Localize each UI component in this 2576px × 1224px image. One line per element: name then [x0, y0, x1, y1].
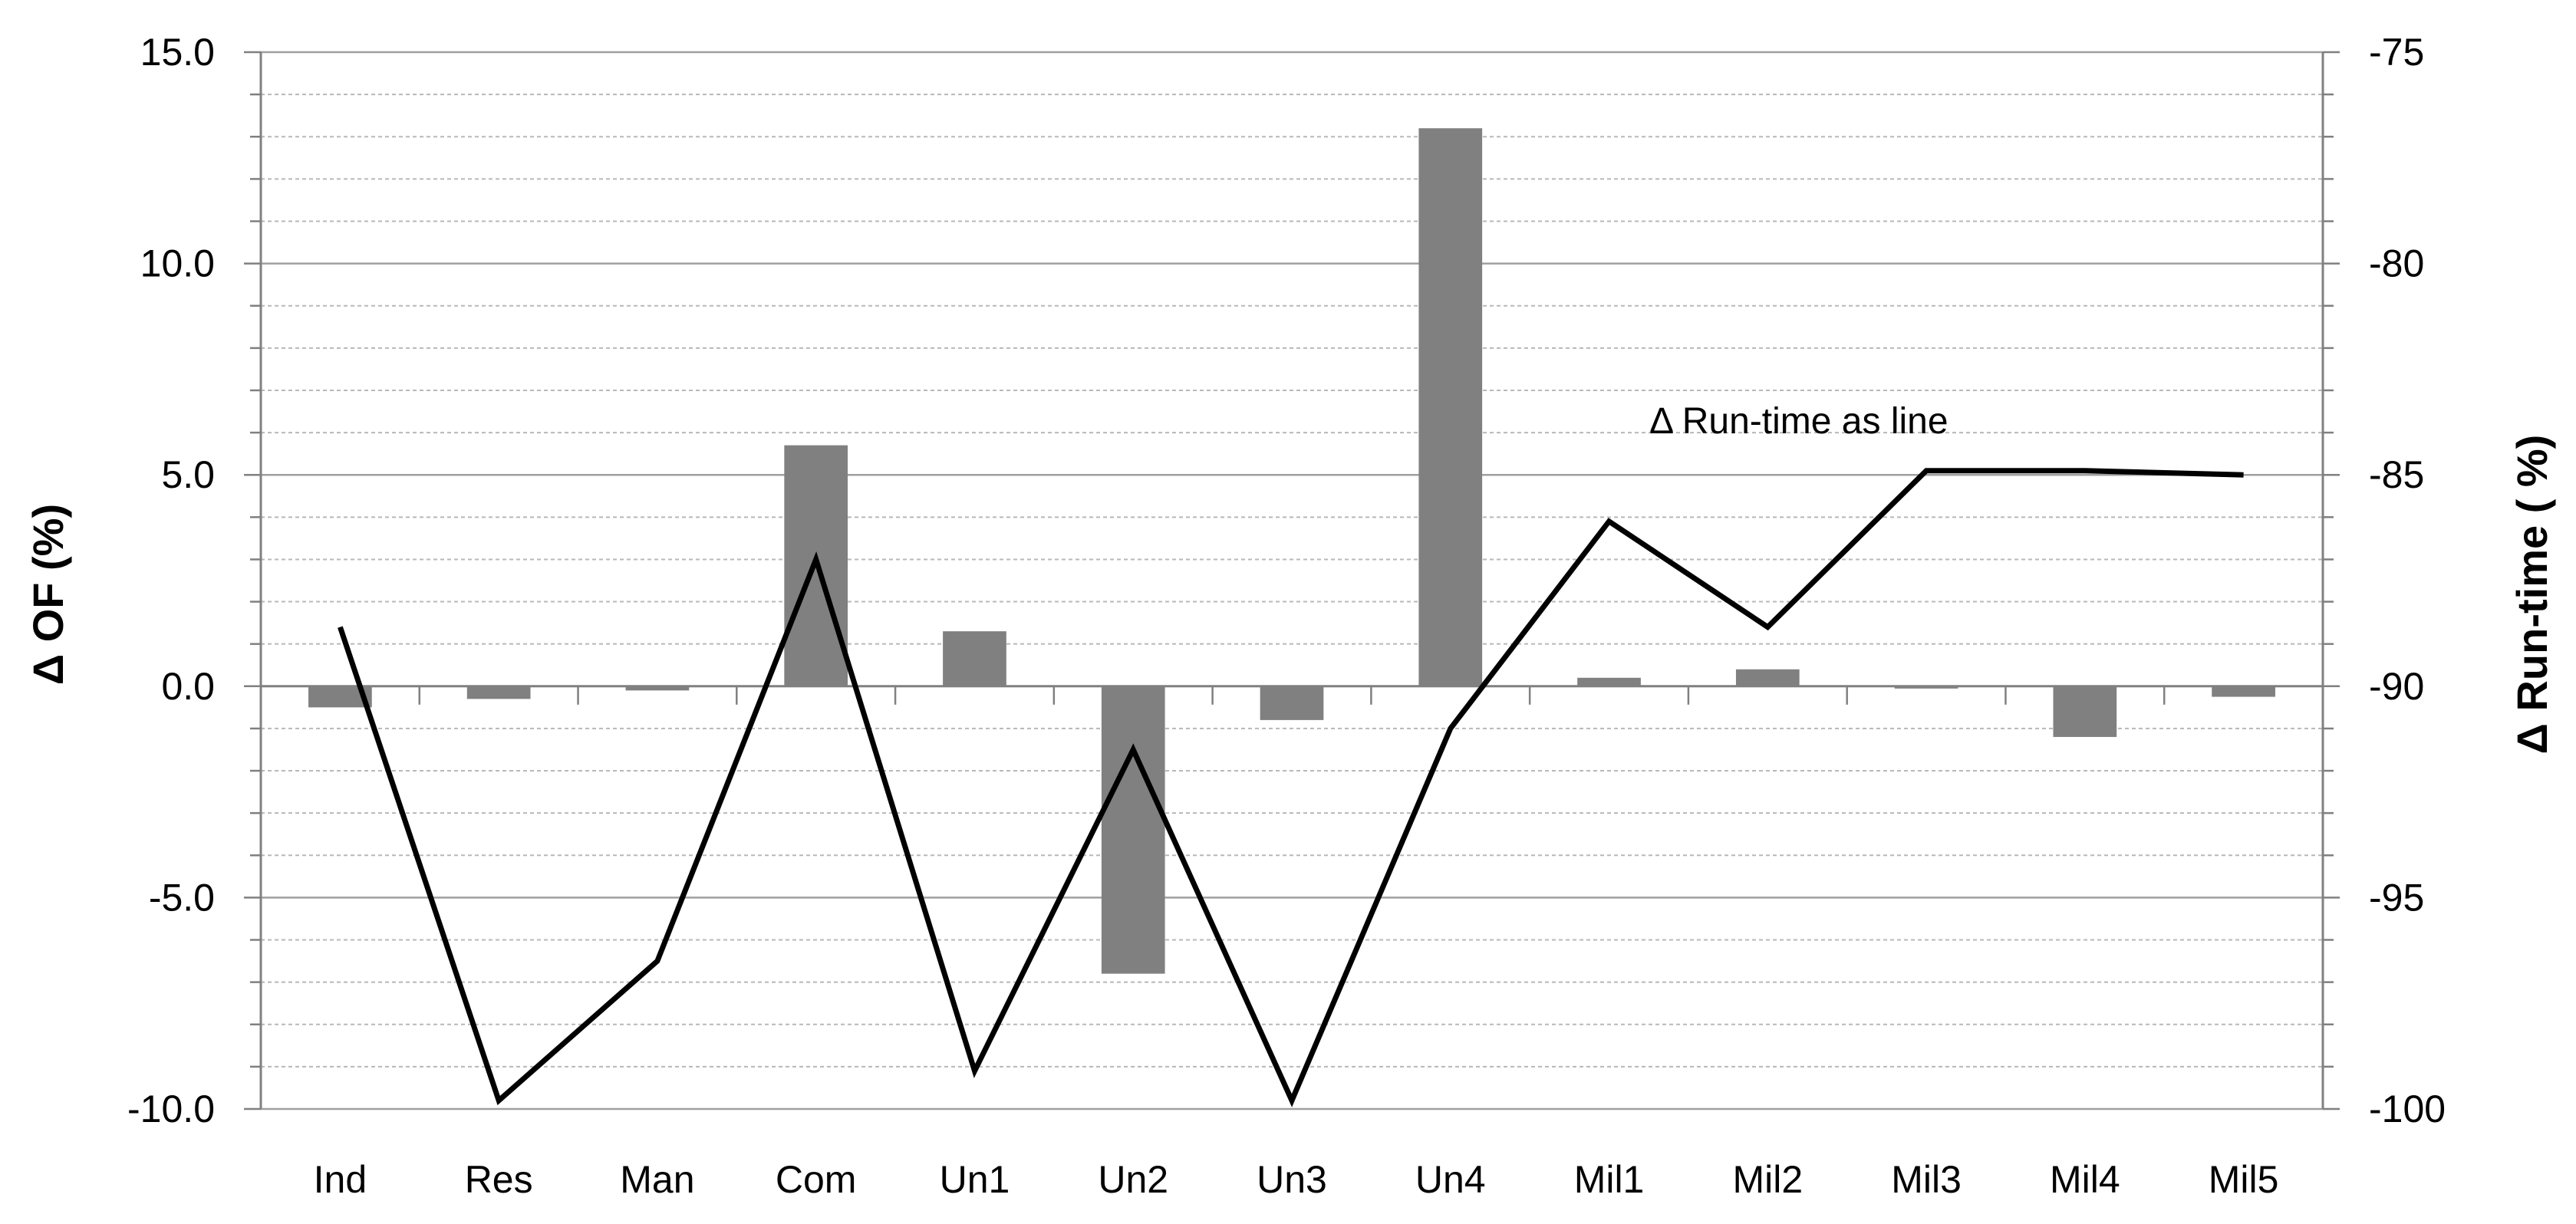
y-tick-label: 5.0: [161, 453, 215, 496]
y2-axis-title: Δ Run-time ( %): [2508, 435, 2556, 755]
x-tick-label-res: Res: [465, 1158, 533, 1201]
x-tick-label-ind: Ind: [314, 1158, 367, 1201]
y2-tick-label: -90: [2369, 665, 2424, 708]
y-tick-label: 0.0: [161, 665, 215, 708]
bar-mil2: [1735, 669, 1800, 686]
x-tick-label-com: Com: [776, 1158, 857, 1201]
bar-un2: [1101, 686, 1165, 974]
axes: [244, 51, 2340, 1110]
bar-res: [466, 686, 531, 699]
y-tick-label: 15.0: [140, 31, 215, 74]
gridlines: [261, 51, 2323, 1110]
x-tick-label-mil2: Mil2: [1732, 1158, 1803, 1201]
x-tick-label-man: Man: [620, 1158, 694, 1201]
run-time-line: [338, 468, 2244, 1107]
x-tick-label-un4: Un4: [1415, 1158, 1486, 1201]
y2-tick-label: -85: [2369, 453, 2424, 496]
bar-un3: [1260, 686, 1324, 720]
y2-tick-label: -95: [2369, 876, 2424, 919]
bar-un4: [1418, 128, 1483, 686]
y-tick-label: -10.0: [127, 1087, 215, 1130]
y-tick-label: -5.0: [149, 876, 215, 919]
x-tick-label-un2: Un2: [1098, 1158, 1168, 1201]
bar-mil1: [1577, 677, 1641, 686]
x-tick-label-mil1: Mil1: [1574, 1158, 1645, 1201]
y2-tick-label: -75: [2369, 31, 2424, 74]
x-tick-label-mil4: Mil4: [2050, 1158, 2120, 1201]
y-axis-title: Δ OF (%): [24, 504, 72, 685]
x-tick-label-un1: Un1: [940, 1158, 1010, 1201]
tick-labels: 15.0 10.0 5.0 0.0 -5.0 -10.0 -75 -80 -85 -90 -95 -1…: [127, 31, 2446, 1201]
x-tick-label-un3: Un3: [1257, 1158, 1327, 1201]
y2-tick-label: -100: [2369, 1087, 2446, 1130]
x-tick-label-mil5: Mil5: [2209, 1158, 2279, 1201]
chart-annotation: Δ Run-time as line: [1649, 401, 1948, 442]
bar-un1: [943, 631, 1006, 686]
x-tick-label-mil3: Mil3: [1891, 1158, 1962, 1201]
bar-mil5: [2212, 686, 2275, 697]
line-series: [338, 468, 2244, 1107]
bar-mil4: [2053, 686, 2117, 737]
bar-series: [308, 128, 2275, 974]
y-tick-label: 10.0: [140, 242, 215, 285]
bar-man: [625, 686, 690, 691]
y2-tick-label: -80: [2369, 242, 2424, 285]
